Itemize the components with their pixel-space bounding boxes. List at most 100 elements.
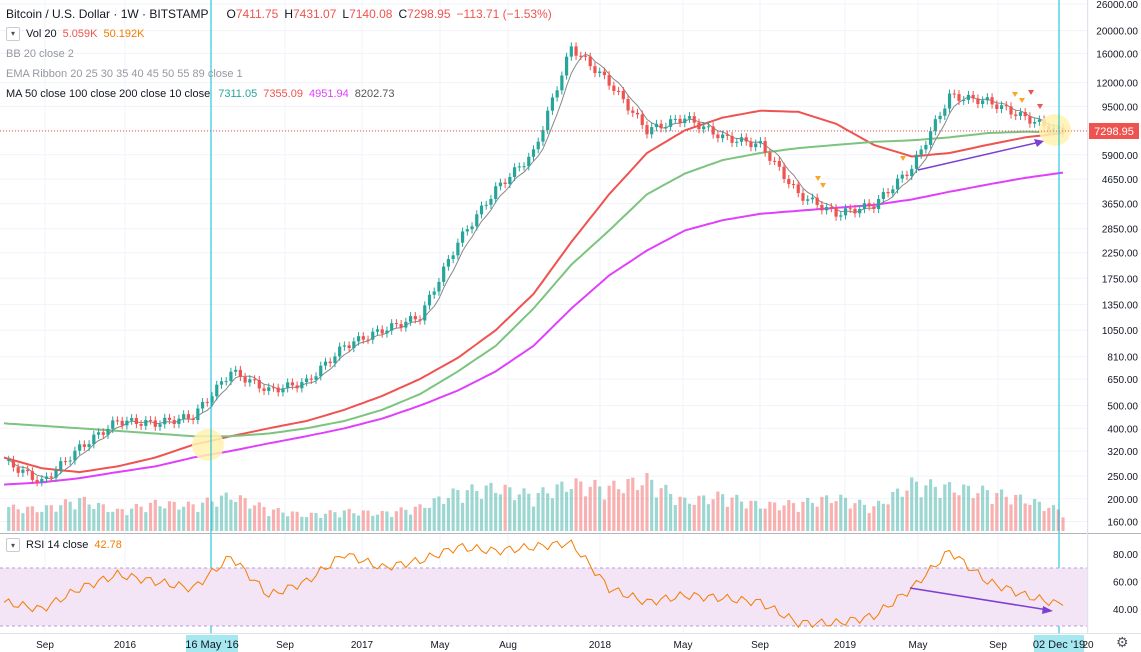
volume-bar bbox=[503, 484, 507, 531]
volume-bar bbox=[1056, 509, 1060, 531]
volume-bar bbox=[985, 490, 989, 531]
volume-bar bbox=[394, 511, 398, 531]
candle-body bbox=[300, 382, 304, 389]
candle-body bbox=[267, 387, 271, 391]
candle-body bbox=[68, 460, 72, 462]
candle-body bbox=[437, 281, 441, 292]
volume-bar bbox=[59, 505, 63, 531]
volume-bar bbox=[815, 506, 819, 531]
candle-body bbox=[73, 450, 77, 461]
candle-body bbox=[583, 55, 588, 57]
price-tick-label: 5900.00 bbox=[1102, 151, 1139, 162]
time-tick-label: May bbox=[431, 640, 450, 651]
candle-body bbox=[664, 126, 668, 129]
volume-bar bbox=[574, 478, 578, 531]
candle-body bbox=[560, 75, 564, 91]
candle-body bbox=[323, 361, 328, 366]
volume-bar bbox=[1037, 501, 1041, 531]
candle-body bbox=[191, 418, 195, 421]
price-pane[interactable] bbox=[0, 0, 1087, 533]
volume-bar bbox=[650, 479, 654, 531]
volume-bar bbox=[399, 507, 403, 531]
candle-body bbox=[1028, 116, 1032, 124]
bb-row[interactable]: BB 20 close 2 bbox=[6, 44, 552, 64]
collapse-icon[interactable]: ▾ bbox=[6, 27, 20, 41]
volume-bar bbox=[843, 497, 848, 531]
candle-body bbox=[957, 94, 961, 101]
time-axis[interactable]: Sep 2016 Sep 2017 May Aug 2018 May Sep 2019 May Sep… bbox=[36, 640, 1094, 651]
price-tick-label: 500.00 bbox=[1107, 402, 1138, 413]
time-tick-label: Aug bbox=[499, 640, 517, 651]
volume-bar bbox=[456, 490, 460, 531]
volume-bar bbox=[550, 498, 555, 531]
volume-bar bbox=[11, 504, 16, 531]
volume-bars bbox=[7, 473, 1065, 531]
candle-body bbox=[158, 424, 162, 427]
price-tick-label: 20000.00 bbox=[1096, 27, 1138, 38]
candle-body bbox=[375, 329, 380, 332]
volume-bar bbox=[626, 479, 630, 531]
volume-bar bbox=[153, 499, 157, 531]
ma10-line bbox=[8, 53, 1064, 480]
volume-bar bbox=[938, 497, 942, 531]
candle-body bbox=[333, 356, 337, 364]
ma-value-3: 4951.94 bbox=[308, 88, 349, 100]
candle-body bbox=[399, 324, 403, 328]
volume-bar bbox=[271, 509, 276, 531]
gear-icon[interactable]: ⚙ bbox=[1116, 634, 1129, 650]
candle-body bbox=[602, 71, 607, 76]
volume-bar bbox=[531, 506, 536, 531]
rsi-legend[interactable]: ▾ RSI 14 close 42.78 bbox=[6, 538, 122, 552]
volume-bar bbox=[366, 510, 370, 531]
volume-bar bbox=[607, 485, 611, 531]
candle-body bbox=[820, 204, 824, 211]
volume-bar bbox=[101, 504, 105, 531]
price-divergence-arrow bbox=[917, 139, 1044, 171]
price-axis[interactable]: 26000.00 20000.00 16000.00 12000.00 9500.00 7… bbox=[1096, 0, 1138, 528]
volume-bar bbox=[971, 498, 975, 531]
rsi-axis[interactable]: 80.00 60.00 40.00 bbox=[1113, 550, 1138, 616]
candle-body bbox=[352, 341, 356, 349]
ohlc-l: 7140.08 bbox=[349, 7, 393, 21]
volume-bar bbox=[962, 484, 966, 531]
volume-bar bbox=[229, 499, 233, 531]
candle-body bbox=[106, 428, 110, 435]
volume-bar bbox=[659, 488, 663, 531]
volume-bar bbox=[262, 507, 266, 531]
volume-bar bbox=[290, 511, 294, 531]
candle-body bbox=[319, 365, 323, 377]
volume-bar bbox=[791, 503, 796, 531]
volume-bar bbox=[286, 516, 290, 531]
volume-bar bbox=[380, 510, 384, 531]
candle-body bbox=[427, 294, 432, 306]
candle-body bbox=[314, 376, 318, 380]
current-marker bbox=[1039, 114, 1071, 146]
volume-bar bbox=[234, 501, 238, 531]
candle-body bbox=[59, 461, 63, 471]
candle-body bbox=[711, 126, 715, 135]
candle-body bbox=[598, 71, 602, 74]
volume-bar bbox=[862, 504, 867, 531]
candle-body bbox=[7, 459, 11, 461]
price-tick-label: 1050.00 bbox=[1102, 326, 1139, 337]
volume-bar bbox=[692, 504, 696, 531]
volume-bar bbox=[257, 502, 261, 531]
rsi-collapse-icon[interactable]: ▾ bbox=[6, 538, 20, 552]
volume-bar bbox=[541, 487, 545, 531]
volume-bar bbox=[304, 517, 309, 531]
volume-bar bbox=[976, 493, 980, 531]
signal-triangle bbox=[1012, 92, 1018, 97]
candle-body bbox=[21, 469, 25, 473]
ma-row[interactable]: MA 50 close 100 close 200 close 10 close… bbox=[6, 84, 552, 104]
volume-bar bbox=[905, 490, 909, 531]
symbol-title[interactable]: Bitcoin / U.S. Dollar · 1W · BITSTAMP bbox=[6, 7, 209, 21]
candle-body bbox=[35, 479, 39, 483]
vol-row[interactable]: ▾ Vol 20 5.059K 50.192K bbox=[6, 24, 552, 44]
volume-bar bbox=[196, 511, 200, 531]
candle-body bbox=[1033, 121, 1037, 124]
ema-row[interactable]: EMA Ribbon 20 25 30 35 40 45 50 55 89 cl… bbox=[6, 64, 552, 84]
candle-body bbox=[744, 137, 748, 142]
volume-bar bbox=[267, 516, 271, 531]
